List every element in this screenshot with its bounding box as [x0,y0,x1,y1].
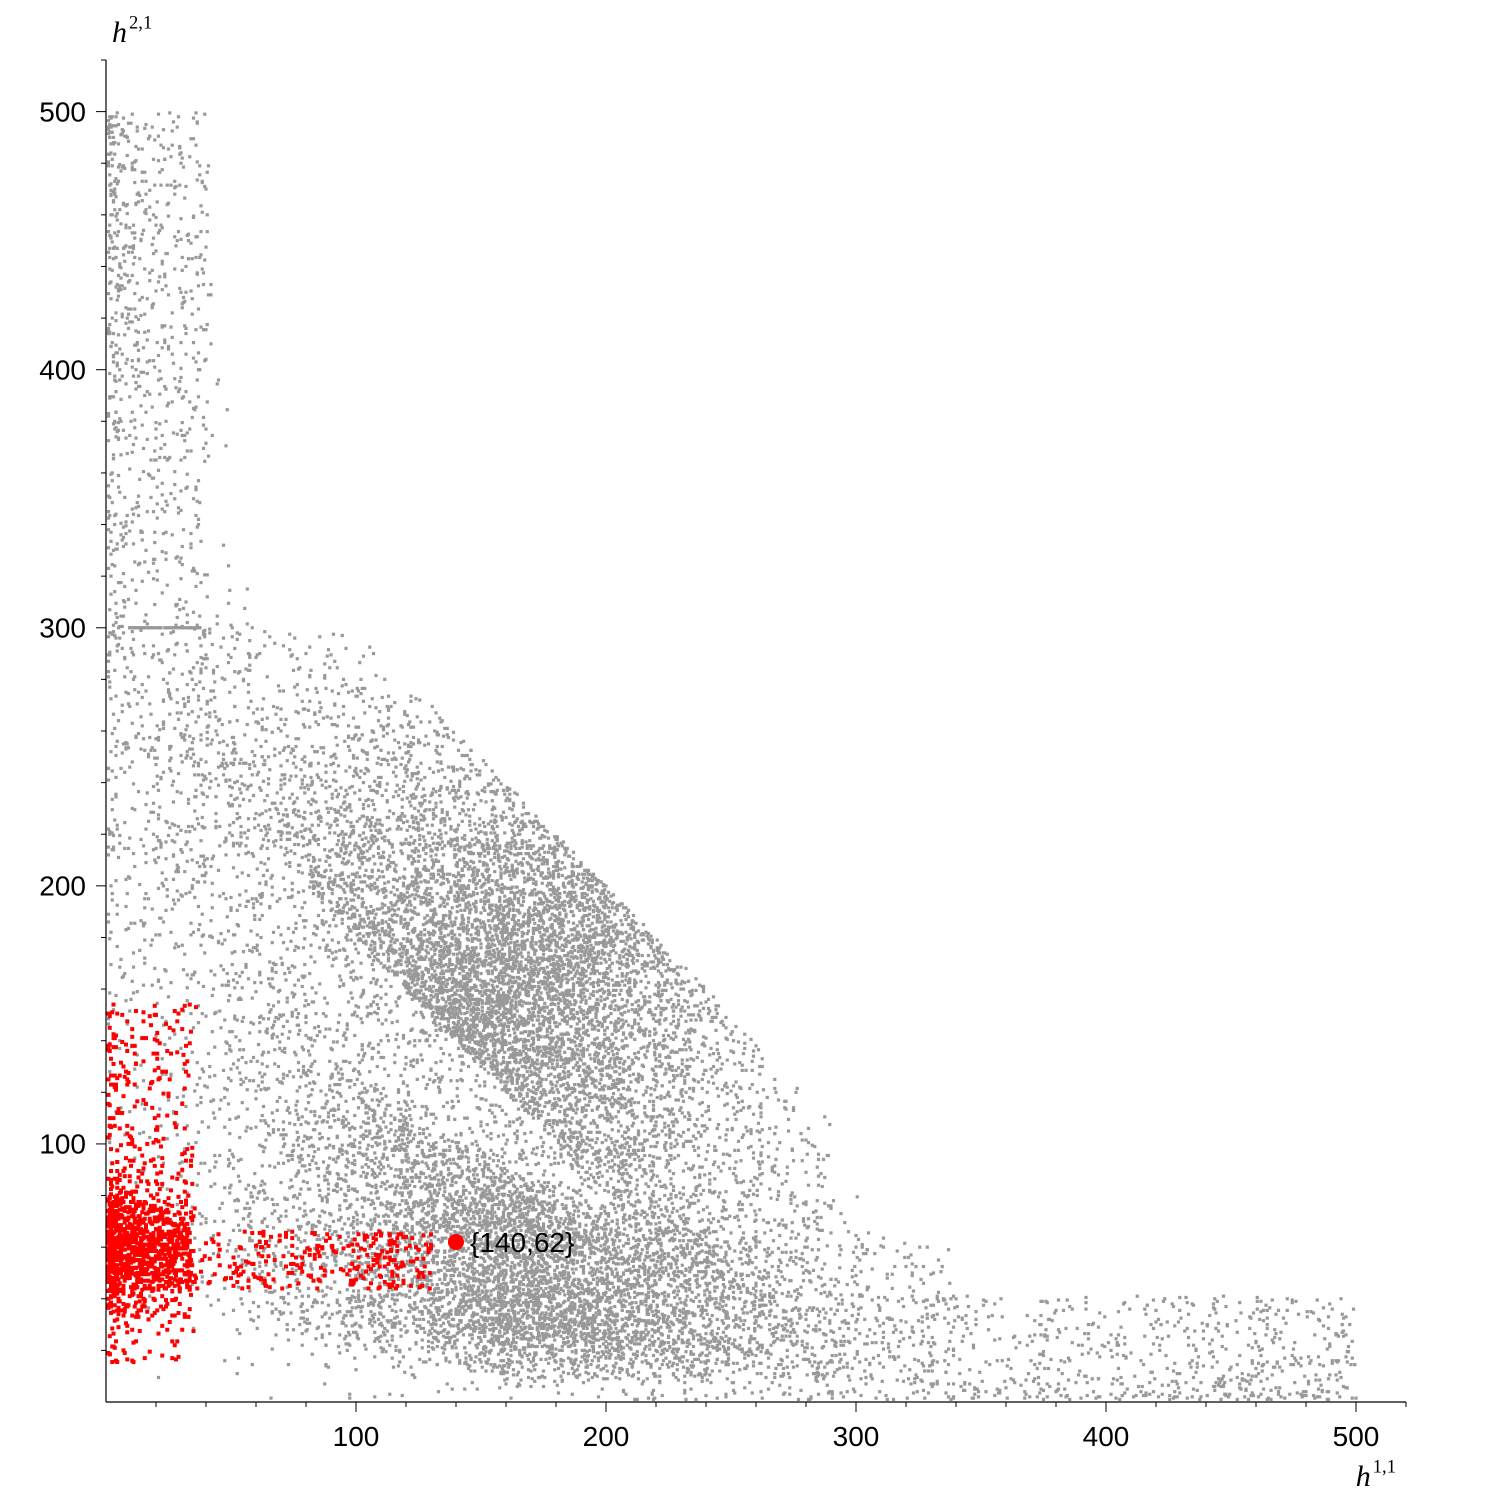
highlight-label: {140,62} [470,1227,574,1258]
y-tick-label: 500 [39,96,86,127]
x-tick-label: 200 [583,1421,630,1452]
highlight-marker-icon [448,1234,464,1250]
x-tick-label: 400 [1083,1421,1130,1452]
y-tick-label: 100 [39,1129,86,1160]
y-tick-label: 200 [39,871,86,902]
x-tick-label: 500 [1333,1421,1380,1452]
chart-container: 100 200 300 400 500 100 200 300 400 500 h1,1 h2,1 {1… [0,0,1496,1492]
x-tick-label: 100 [333,1421,380,1452]
x-axis-label: h1,1 [1356,1457,1396,1492]
y-tick-label: 300 [39,613,86,644]
x-tick-label: 300 [833,1421,880,1452]
scatter-plot: 100 200 300 400 500 100 200 300 400 500 h1,1 h2,1 {1… [0,0,1496,1492]
y-axis-label: h2,1 [112,13,152,50]
gray-points [107,111,1358,1401]
y-tick-label: 400 [39,354,86,385]
